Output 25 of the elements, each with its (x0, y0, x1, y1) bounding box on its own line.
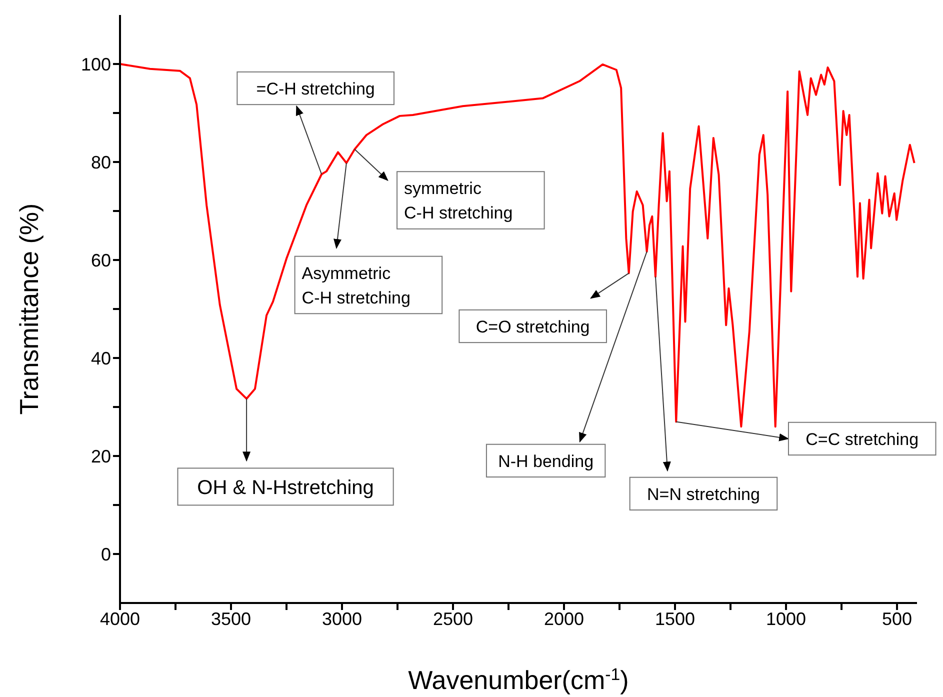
annotation: C=O stretching (476, 317, 590, 336)
y-tick-label: 0 (100, 544, 111, 564)
annotation: Asymmetric C-H stretching (302, 264, 410, 308)
y-tick-label: 100 (80, 54, 111, 74)
y-tick-label: 80 (90, 152, 111, 172)
y-tick-label: 20 (90, 446, 111, 466)
y-tick-label: 40 (90, 348, 111, 368)
x-tick-label: 1000 (766, 608, 806, 629)
annotation: symmetric C-H stretching (404, 179, 513, 223)
x-tick-label: 500 (882, 608, 912, 629)
x-tick-label: 2000 (544, 608, 584, 629)
x-tick-label: 3500 (210, 608, 252, 629)
x-tick-label: 4000 (100, 608, 140, 629)
annotation: N=N stretching (647, 484, 760, 504)
annotation: C=C stretching (806, 430, 919, 449)
y-axis-title: Transmittance (%) (14, 203, 44, 415)
annotation: N-H bending (498, 452, 594, 471)
line-series (120, 63, 916, 428)
x-tick-label: 3000 (322, 608, 362, 629)
annotation: OH & N-Hstretching (197, 476, 374, 499)
x-tick-label: 2500 (432, 608, 474, 629)
x-tick-label: 1500 (654, 608, 696, 629)
annotation: =C-H stretching (256, 79, 375, 98)
x-axis-title: Wavenumber(cm$^{-1}$) (408, 664, 629, 695)
y-tick-label: 60 (90, 250, 111, 270)
